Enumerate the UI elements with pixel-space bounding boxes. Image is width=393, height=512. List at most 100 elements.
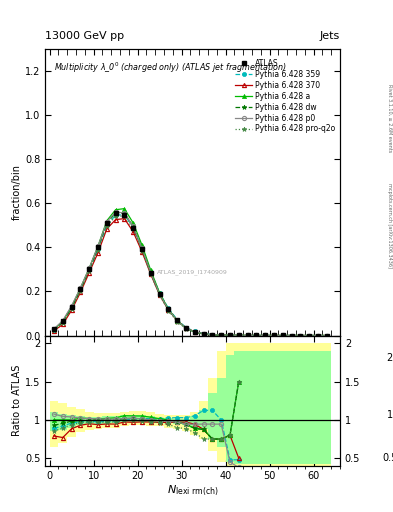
Pythia 6.428 p0: [175, 317, 180, 324]
Pythia 6.428 p0: [272, 332, 276, 338]
ATLAS: [193, 329, 197, 335]
Pythia 6.428 p0: [245, 332, 250, 338]
Line: Pythia 6.428 dw: Pythia 6.428 dw: [51, 210, 329, 338]
Pythia 6.428 dw: [272, 332, 276, 338]
Pythia 6.428 359: [149, 268, 153, 274]
Pythia 6.428 359: [51, 327, 56, 333]
Pythia 6.428 370: [51, 328, 56, 334]
Pythia 6.428 dw: [78, 287, 83, 293]
Pythia 6.428 dw: [95, 244, 100, 250]
Pythia 6.428 a: [105, 218, 109, 224]
Pythia 6.428 dw: [254, 332, 259, 338]
ATLAS: [166, 306, 171, 312]
Pythia 6.428 a: [61, 318, 65, 324]
Pythia 6.428 pro-q2o: [289, 332, 294, 338]
ATLAS: [51, 326, 56, 332]
Pythia 6.428 a: [237, 332, 241, 338]
ATLAS: [122, 212, 127, 218]
Pythia 6.428 p0: [113, 209, 118, 215]
Pythia 6.428 a: [51, 326, 56, 332]
Pythia 6.428 370: [201, 331, 206, 337]
Pythia 6.428 359: [201, 330, 206, 336]
ATLAS: [237, 332, 241, 338]
Pythia 6.428 359: [263, 332, 268, 338]
Pythia 6.428 pro-q2o: [210, 332, 215, 338]
Pythia 6.428 dw: [87, 266, 92, 272]
Line: Pythia 6.428 359: Pythia 6.428 359: [52, 212, 329, 337]
Pythia 6.428 a: [87, 265, 92, 271]
ATLAS: [113, 210, 118, 216]
Pythia 6.428 p0: [324, 332, 329, 338]
Line: Pythia 6.428 p0: Pythia 6.428 p0: [52, 210, 329, 337]
Pythia 6.428 370: [254, 332, 259, 338]
Pythia 6.428 a: [69, 304, 74, 310]
Pythia 6.428 dw: [140, 245, 144, 251]
Pythia 6.428 dw: [61, 319, 65, 325]
Text: 1: 1: [387, 410, 393, 420]
ATLAS: [219, 332, 224, 338]
ATLAS: [95, 244, 100, 250]
Pythia 6.428 370: [166, 307, 171, 313]
Pythia 6.428 359: [210, 331, 215, 337]
Pythia 6.428 dw: [184, 325, 188, 331]
Pythia 6.428 370: [95, 250, 100, 256]
Text: 0.5: 0.5: [382, 453, 393, 463]
Line: ATLAS: ATLAS: [51, 210, 329, 338]
Pythia 6.428 a: [78, 285, 83, 291]
ATLAS: [149, 269, 153, 275]
Pythia 6.428 359: [219, 332, 224, 338]
Pythia 6.428 359: [184, 325, 188, 331]
Text: ATLAS_2019_I1740909: ATLAS_2019_I1740909: [157, 269, 228, 275]
Pythia 6.428 dw: [307, 332, 312, 338]
Pythia 6.428 p0: [78, 285, 83, 291]
Pythia 6.428 359: [254, 332, 259, 338]
Pythia 6.428 370: [122, 216, 127, 222]
Pythia 6.428 359: [237, 332, 241, 338]
Pythia 6.428 pro-q2o: [254, 332, 259, 338]
Pythia 6.428 a: [140, 242, 144, 248]
Pythia 6.428 dw: [210, 332, 215, 338]
Pythia 6.428 370: [113, 217, 118, 223]
Pythia 6.428 a: [131, 220, 136, 226]
Pythia 6.428 a: [193, 329, 197, 335]
Pythia 6.428 p0: [131, 223, 136, 229]
Pythia 6.428 p0: [149, 269, 153, 275]
Pythia 6.428 p0: [307, 332, 312, 338]
Pythia 6.428 a: [263, 332, 268, 338]
ATLAS: [69, 304, 74, 310]
Line: Pythia 6.428 pro-q2o: Pythia 6.428 pro-q2o: [51, 214, 329, 338]
Pythia 6.428 pro-q2o: [69, 306, 74, 312]
Pythia 6.428 pro-q2o: [280, 332, 285, 338]
Pythia 6.428 p0: [193, 329, 197, 335]
Pythia 6.428 a: [228, 332, 232, 338]
Pythia 6.428 dw: [228, 332, 232, 338]
Pythia 6.428 pro-q2o: [324, 332, 329, 338]
Pythia 6.428 370: [289, 332, 294, 338]
Pythia 6.428 a: [219, 332, 224, 338]
ATLAS: [228, 332, 232, 338]
Text: Jets: Jets: [320, 31, 340, 41]
Pythia 6.428 359: [307, 332, 312, 338]
Pythia 6.428 370: [219, 332, 224, 338]
ATLAS: [254, 332, 259, 338]
Pythia 6.428 dw: [316, 332, 320, 338]
ATLAS: [316, 332, 320, 338]
Pythia 6.428 dw: [193, 329, 197, 335]
ATLAS: [210, 332, 215, 338]
Pythia 6.428 359: [193, 328, 197, 334]
Pythia 6.428 a: [149, 267, 153, 273]
Pythia 6.428 a: [245, 332, 250, 338]
Pythia 6.428 p0: [105, 219, 109, 225]
Pythia 6.428 a: [289, 332, 294, 338]
Line: Pythia 6.428 a: Pythia 6.428 a: [52, 206, 329, 337]
Pythia 6.428 a: [166, 306, 171, 312]
Pythia 6.428 p0: [61, 317, 65, 324]
Pythia 6.428 359: [105, 222, 109, 228]
Pythia 6.428 a: [254, 332, 259, 338]
Pythia 6.428 359: [289, 332, 294, 338]
Pythia 6.428 359: [316, 332, 320, 338]
Pythia 6.428 370: [184, 325, 188, 331]
ATLAS: [105, 220, 109, 226]
Legend: ATLAS, Pythia 6.428 359, Pythia 6.428 370, Pythia 6.428 a, Pythia 6.428 dw, Pyth: ATLAS, Pythia 6.428 359, Pythia 6.428 37…: [232, 56, 338, 137]
Pythia 6.428 pro-q2o: [316, 332, 320, 338]
